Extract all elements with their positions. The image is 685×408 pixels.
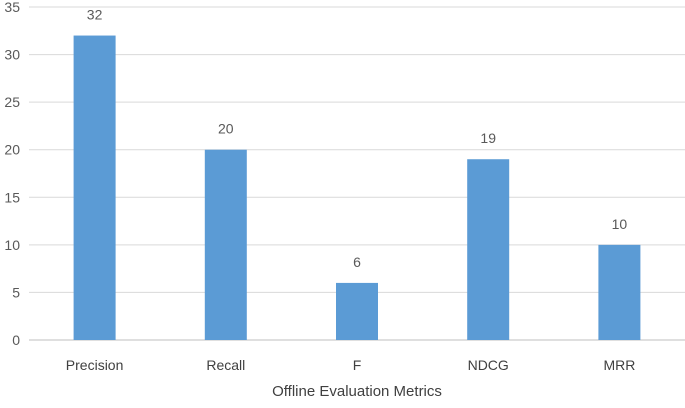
x-axis-title: Offline Evaluation Metrics [272, 383, 442, 400]
bar [467, 159, 510, 340]
bar [73, 35, 116, 341]
x-tick-label: NDCG [468, 357, 509, 373]
x-tick-label: F [353, 357, 362, 373]
x-axis-categories: Precision Recall F NDCG MRR [66, 357, 636, 373]
y-tick-label: 10 [4, 237, 20, 253]
y-tick-label: 25 [4, 94, 20, 110]
x-tick-label: MRR [603, 357, 635, 373]
y-tick-label: 20 [4, 142, 20, 158]
y-tick-label: 15 [4, 189, 20, 205]
x-tick-label: Recall [206, 357, 245, 373]
bars [73, 35, 641, 341]
y-tick-label: 35 [4, 0, 20, 15]
data-label: 20 [218, 121, 234, 137]
data-label: 32 [87, 7, 103, 23]
y-tick-label: 0 [12, 332, 20, 348]
data-label: 10 [612, 216, 628, 232]
gridlines [29, 6, 685, 341]
data-labels: 32 20 6 19 10 [87, 7, 628, 270]
y-tick-label: 30 [4, 47, 20, 63]
x-tick-label: Precision [66, 357, 124, 373]
bar [204, 149, 247, 340]
bar [336, 282, 378, 340]
bar [598, 244, 641, 340]
data-label: 6 [353, 254, 361, 270]
data-label: 19 [480, 130, 496, 146]
y-axis-ticks: 0 5 10 15 20 25 30 35 [4, 0, 20, 348]
y-tick-label: 5 [12, 284, 20, 300]
